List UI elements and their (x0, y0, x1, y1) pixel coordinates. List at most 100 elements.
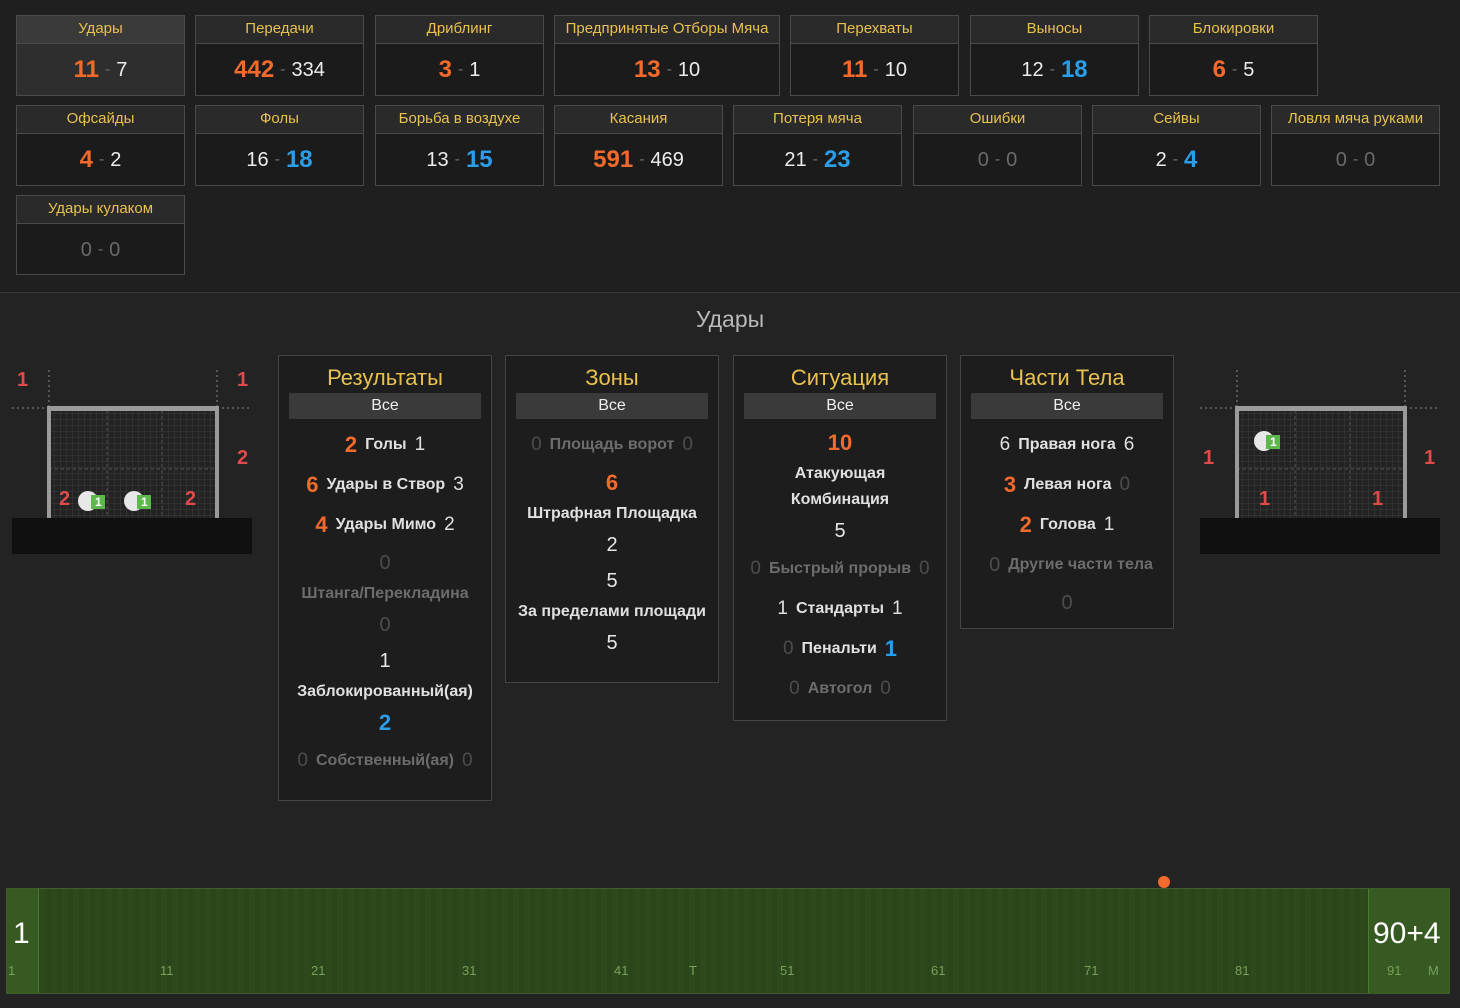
goal-frame (12, 370, 252, 554)
event-marker-icon[interactable] (1158, 876, 1170, 888)
stat-offsides[interactable]: Офсайды 4-2 (16, 105, 185, 186)
row-blocked[interactable]: 1 Заблокированный(ая) 2 (297, 650, 473, 735)
timeline-tick: 91 (1387, 963, 1402, 978)
row-goals[interactable]: 2 Голы 1 (344, 432, 426, 457)
row-own[interactable]: 0 Собственный(ая) 0 (297, 750, 473, 771)
stat-errors[interactable]: Ошибки 0-0 (913, 105, 1082, 186)
stats-area: Удары 11-7 Передачи 442-334 Дриблинг 3-1… (0, 0, 1460, 293)
timeline-end-minute: 90+4 (1373, 917, 1441, 950)
match-timeline[interactable]: 1 90+4 1 11 21 31 41 T 51 61 71 81 91 M (6, 888, 1450, 994)
row-fast-break[interactable]: 0 Быстрый прорыв 0 (750, 558, 930, 579)
goal-zone-count: 2 (185, 488, 197, 510)
stat-away: 2 (110, 148, 122, 171)
stat-home: 11 (842, 56, 868, 83)
stat-title: Выносы (971, 16, 1138, 44)
stat-away: 18 (285, 146, 313, 173)
stat-punches[interactable]: Удары кулаком 0-0 (16, 195, 185, 275)
goal-zone-count: 2 (59, 488, 71, 510)
filter-all-button[interactable]: Все (516, 393, 708, 419)
stat-away: 18 (1060, 56, 1088, 83)
stat-shots[interactable]: Удары 11-7 (16, 15, 185, 96)
goal-diagram-away: 1 1 1 1 1 (1200, 365, 1440, 555)
row-attack[interactable]: 10 Атакующая Комбинация 5 (790, 430, 890, 542)
stat-away: 1 (469, 58, 481, 81)
ball-count: 1 (95, 495, 102, 509)
stat-touches[interactable]: Касания 591-469 (554, 105, 723, 186)
stat-home: 13 (633, 56, 661, 83)
row-penalty[interactable]: 0 Пенальти 1 (782, 636, 898, 661)
filter-all-button[interactable]: Все (289, 393, 481, 419)
goal-zone-count: 1 (1424, 447, 1436, 469)
stat-tackles[interactable]: Предпринятые Отборы Мяча 13-10 (554, 15, 780, 96)
panel-title: Результаты (327, 365, 443, 390)
row-six-yard[interactable]: 0 Площадь ворот 0 (531, 434, 693, 455)
row-woodwork[interactable]: 0 Штанга/Перекладина 0 (301, 552, 469, 636)
stat-title: Перехваты (791, 16, 958, 44)
filter-all-button[interactable]: Все (744, 393, 936, 419)
stat-title: Ошибки (914, 106, 1081, 134)
stat-away: 334 (291, 58, 325, 81)
ball-count: 1 (1270, 435, 1277, 449)
stat-home: 591 (593, 146, 634, 173)
stat-dispossessed[interactable]: Потеря мяча 21-23 (733, 105, 902, 186)
row-own-goal[interactable]: 0 Автогол 0 (789, 678, 891, 699)
stat-home: 0 (977, 148, 989, 171)
timeline-end (1368, 889, 1449, 993)
row-right-foot[interactable]: 6 Правая нога 6 (999, 434, 1135, 455)
panel-situation: Ситуация Все 10 Атакующая Комбинация 5 0… (733, 355, 947, 721)
timeline-tick: 71 (1084, 963, 1099, 978)
stat-dribbling[interactable]: Дриблинг 3-1 (375, 15, 544, 96)
stat-away: 5 (1243, 58, 1255, 81)
stat-away: 469 (650, 148, 684, 171)
panel-title: Зоны (585, 365, 639, 390)
stat-aerials[interactable]: Борьба в воздухе 13-15 (375, 105, 544, 186)
row-other[interactable]: 0 Другие части тела 0 (989, 554, 1153, 614)
stat-home: 6 (1212, 56, 1226, 83)
goal-zone-count: 1 (1259, 488, 1271, 510)
stat-saves[interactable]: Сейвы 2-4 (1092, 105, 1261, 186)
stat-fouls[interactable]: Фолы 16-18 (195, 105, 364, 186)
stat-home: 16 (246, 148, 269, 171)
stat-clearances[interactable]: Выносы 12-18 (970, 15, 1139, 96)
stat-claims[interactable]: Ловля мяча руками 0-0 (1271, 105, 1440, 186)
stat-title: Офсайды (17, 106, 184, 134)
row-outside[interactable]: 5 За пределами площади 5 (518, 570, 706, 654)
stat-title: Блокировки (1150, 16, 1317, 44)
stat-home: 4 (79, 146, 93, 173)
stat-away: 23 (823, 146, 851, 173)
panel-body-parts: Части Тела Все 6 Правая нога 6 3 Левая нога… (960, 355, 1174, 629)
stat-title: Удары кулаком (17, 196, 184, 224)
row-left-foot[interactable]: 3 Левая нога 0 (1003, 472, 1131, 497)
row-set-pieces[interactable]: 1 Стандарты 1 (777, 598, 903, 619)
timeline-tick: T (689, 963, 697, 978)
row-head[interactable]: 2 Голова 1 (1019, 512, 1115, 537)
stat-title: Сейвы (1093, 106, 1260, 134)
row-off-target[interactable]: 4 Удары Мимо 2 (315, 512, 455, 537)
goal-frame (1200, 370, 1440, 554)
timeline-tick: 61 (931, 963, 946, 978)
filter-all-button[interactable]: Все (971, 393, 1163, 419)
goal-zone-count: 1 (1203, 447, 1215, 469)
timeline-tick: 51 (780, 963, 795, 978)
stat-title: Касания (555, 106, 722, 134)
timeline-tick: 1 (8, 963, 16, 978)
stat-interceptions[interactable]: Перехваты 11-10 (790, 15, 959, 96)
panel-title: Части Тела (1009, 365, 1125, 390)
stat-away: 0 (1006, 148, 1018, 171)
stat-title: Удары (17, 16, 184, 44)
stat-away: 4 (1184, 146, 1198, 173)
stat-away: 15 (465, 146, 493, 173)
stat-blocks[interactable]: Блокировки 6-5 (1149, 15, 1318, 96)
stat-home: 0 (1335, 148, 1347, 171)
row-box[interactable]: 6 Штрафная Площадка 2 (527, 470, 697, 556)
stat-passes[interactable]: Передачи 442-334 (195, 15, 364, 96)
timeline-start (7, 889, 39, 993)
row-on-target[interactable]: 6 Удары в Створ 3 (306, 472, 464, 497)
stat-title: Ловля мяча руками (1272, 106, 1439, 134)
stat-home: 442 (234, 56, 275, 83)
panel-title: Ситуация (790, 365, 890, 390)
panel-zones: Зоны Все 0 Площадь ворот 0 6 Штрафная Площ… (505, 355, 719, 683)
stat-home: 21 (784, 148, 807, 171)
timeline-tick: 41 (614, 963, 629, 978)
